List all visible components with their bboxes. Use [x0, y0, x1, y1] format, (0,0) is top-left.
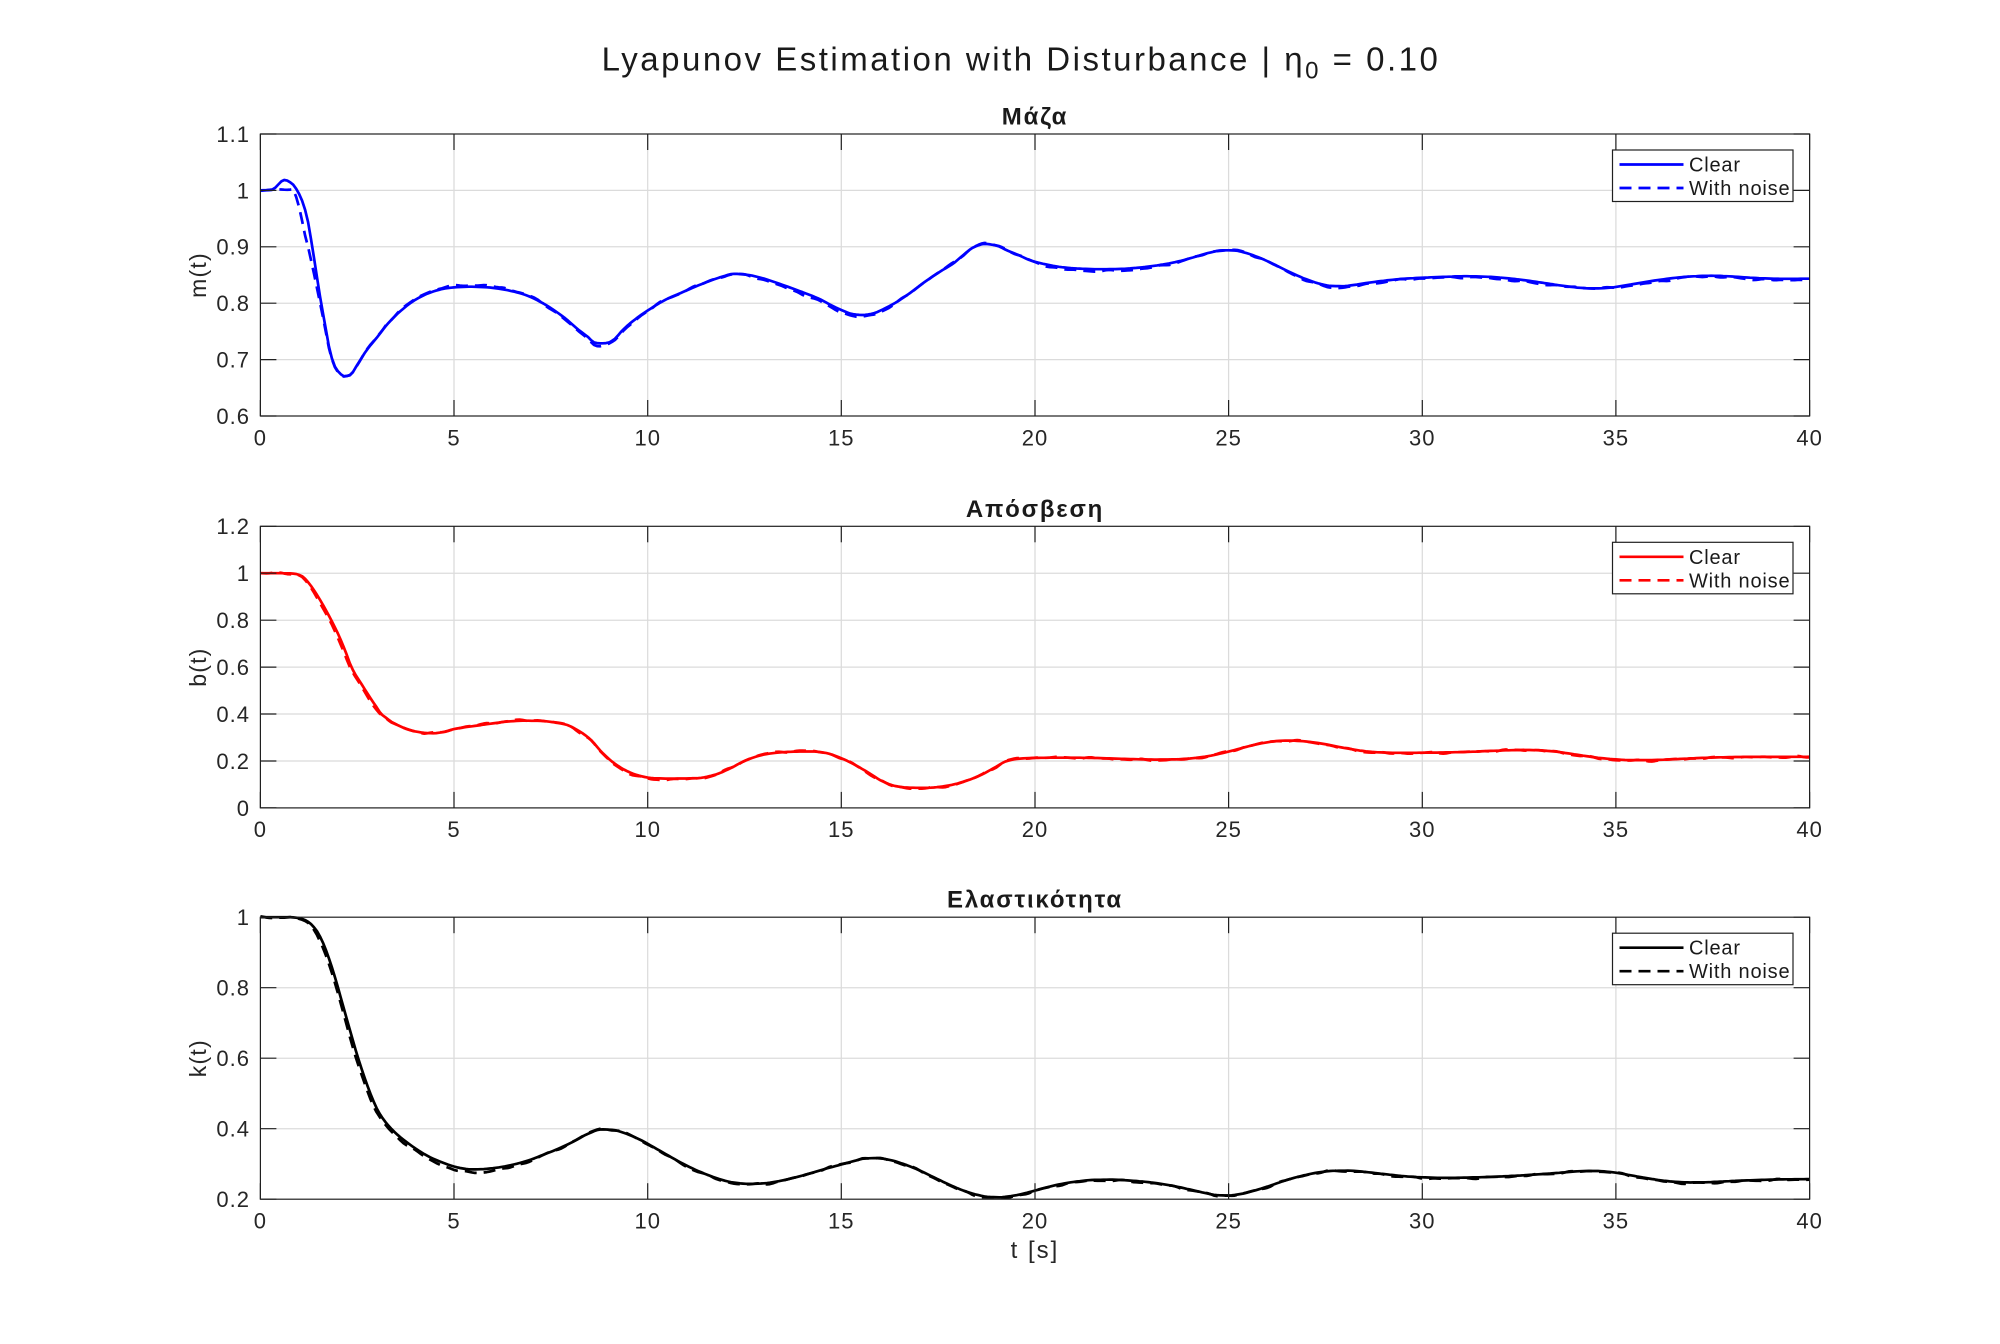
svg-text:m(t): m(t) [185, 252, 211, 298]
svg-text:40: 40 [1796, 1209, 1822, 1234]
svg-text:10: 10 [634, 1209, 660, 1234]
svg-text:Clear: Clear [1689, 155, 1741, 177]
svg-text:1.1: 1.1 [216, 122, 250, 147]
svg-text:Clear: Clear [1689, 938, 1741, 960]
svg-text:t [s]: t [s] [1011, 1237, 1060, 1264]
svg-text:5: 5 [447, 425, 460, 450]
svg-text:10: 10 [634, 817, 660, 842]
svg-text:1.2: 1.2 [216, 514, 250, 539]
svg-text:5: 5 [447, 817, 460, 842]
svg-text:0: 0 [254, 817, 267, 842]
svg-text:Απόσβεση: Απόσβεση [966, 496, 1104, 523]
svg-text:0.6: 0.6 [216, 404, 250, 429]
svg-text:1: 1 [237, 905, 250, 930]
svg-text:1: 1 [237, 561, 250, 586]
svg-text:35: 35 [1603, 1209, 1629, 1234]
svg-text:40: 40 [1796, 817, 1822, 842]
svg-text:20: 20 [1022, 425, 1048, 450]
svg-text:40: 40 [1796, 425, 1822, 450]
svg-text:30: 30 [1409, 1209, 1435, 1234]
svg-text:k(t): k(t) [185, 1039, 211, 1077]
svg-text:Ελαστικότητα: Ελαστικότητα [947, 887, 1123, 914]
svg-text:15: 15 [828, 425, 854, 450]
svg-text:0.6: 0.6 [216, 1046, 250, 1071]
svg-text:0.4: 0.4 [216, 702, 250, 727]
svg-text:0.2: 0.2 [216, 749, 250, 774]
svg-text:0: 0 [254, 1209, 267, 1234]
svg-text:Clear: Clear [1689, 547, 1741, 569]
svg-text:15: 15 [828, 817, 854, 842]
svg-text:25: 25 [1215, 1209, 1241, 1234]
svg-text:30: 30 [1409, 425, 1435, 450]
svg-text:25: 25 [1215, 425, 1241, 450]
svg-text:0.6: 0.6 [216, 655, 250, 680]
svg-text:With noise: With noise [1689, 178, 1790, 200]
svg-text:b(t): b(t) [185, 647, 211, 686]
svg-text:35: 35 [1603, 425, 1629, 450]
svg-text:0: 0 [237, 796, 250, 821]
svg-text:15: 15 [828, 1209, 854, 1234]
svg-text:0.9: 0.9 [216, 235, 250, 260]
svg-text:35: 35 [1603, 817, 1629, 842]
svg-text:1: 1 [237, 178, 250, 203]
svg-text:Lyapunov Estimation with Distu: Lyapunov Estimation with Disturbance | η… [602, 41, 1441, 85]
svg-text:10: 10 [634, 425, 660, 450]
svg-text:30: 30 [1409, 817, 1435, 842]
svg-text:0: 0 [254, 425, 267, 450]
svg-text:20: 20 [1022, 1209, 1048, 1234]
svg-text:5: 5 [447, 1209, 460, 1234]
svg-text:Μάζα: Μάζα [1002, 104, 1068, 131]
svg-text:With noise: With noise [1689, 961, 1790, 983]
svg-text:0.4: 0.4 [216, 1117, 250, 1142]
svg-text:0.7: 0.7 [216, 348, 250, 373]
svg-text:0.2: 0.2 [216, 1187, 250, 1212]
svg-text:20: 20 [1022, 817, 1048, 842]
svg-text:0.8: 0.8 [216, 291, 250, 316]
svg-text:25: 25 [1215, 817, 1241, 842]
svg-text:With noise: With noise [1689, 570, 1790, 592]
svg-text:0.8: 0.8 [216, 608, 250, 633]
svg-text:0.8: 0.8 [216, 976, 250, 1001]
